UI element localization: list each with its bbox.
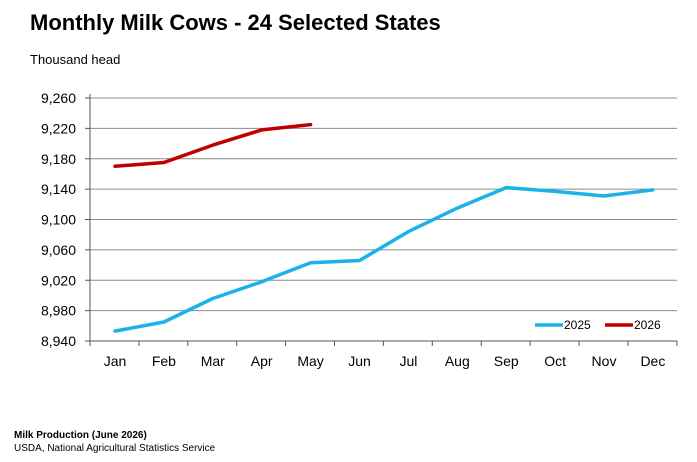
x-tick-label: May (297, 353, 323, 369)
x-tick-label: Aug (445, 353, 470, 369)
x-tick-label: Apr (251, 353, 273, 369)
x-tick-label: Jul (399, 353, 417, 369)
series-lines (113, 122, 655, 333)
y-tick-label: 9,100 (41, 212, 76, 228)
x-tick-label: Nov (592, 353, 617, 369)
y-tick-labels: 9,260 9,220 9,180 9,140 9,100 9,060 9,020 8,980… (41, 90, 76, 349)
y-tick-label: 9,140 (41, 181, 76, 197)
x-tick-label: Mar (201, 353, 225, 369)
x-tick-label: Dec (640, 353, 665, 369)
x-tick-label: Jan (104, 353, 127, 369)
source-report: Milk Production (June 2026) (14, 430, 147, 441)
x-tick-label: Sep (494, 353, 519, 369)
y-tick-label: 8,940 (41, 333, 76, 349)
source-agency: USDA, National Agricultural Statistics S… (14, 443, 216, 454)
y-tick-label: 9,180 (41, 151, 76, 167)
gridlines (90, 97, 677, 312)
y-tick-label: 8,980 (41, 303, 76, 319)
x-tick-labels: Jan Feb Mar Apr May Jun Jul Aug Sep Oct Nov Dec (104, 353, 666, 369)
legend-label-2026: 2026 (634, 318, 661, 332)
x-tick-label: Oct (544, 353, 566, 369)
legend: 2025 2026 (535, 318, 661, 332)
y-tick-label: 9,020 (41, 272, 76, 288)
y-axis-unit-label: Thousand head (30, 52, 121, 67)
x-tick-label: Feb (152, 353, 176, 369)
series-line-2026 (113, 122, 313, 169)
y-tick-label: 9,060 (41, 242, 76, 258)
series-line-2025 (113, 185, 655, 333)
legend-label-2025: 2025 (564, 318, 591, 332)
axes (85, 94, 678, 346)
y-tick-label: 9,220 (41, 120, 76, 136)
y-tick-label: 9,260 (41, 90, 76, 106)
chart-title: Monthly Milk Cows - 24 Selected States (30, 10, 441, 35)
x-tick-label: Jun (348, 353, 371, 369)
